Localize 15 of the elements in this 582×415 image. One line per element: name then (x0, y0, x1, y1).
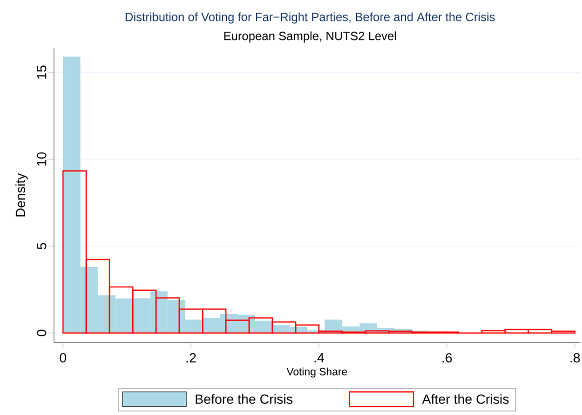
y-tick-label: 0 (36, 330, 46, 336)
legend-label: After the Crisis (422, 394, 509, 404)
y-axis-title: Density (15, 173, 28, 216)
x-tick-label: .6 (442, 353, 452, 362)
legend-label: Before the Crisis (196, 394, 292, 404)
y-tick-label: 15 (37, 65, 46, 79)
x-tick-label: .2 (186, 353, 196, 362)
x-tick-label: .4 (314, 353, 324, 362)
x-tick-label: .8 (570, 353, 580, 362)
chart-subtitle: European Sample, NUTS2 Level (224, 31, 396, 43)
chart-title: Distribution of Voting for Far−Right Parties, Before and After the Crisis (126, 12, 495, 24)
y-tick-label: 5 (37, 242, 46, 250)
x-tick-label: 0 (60, 353, 66, 362)
x-axis-title: Voting Share (286, 368, 347, 378)
y-tick-label: 10 (36, 152, 46, 166)
